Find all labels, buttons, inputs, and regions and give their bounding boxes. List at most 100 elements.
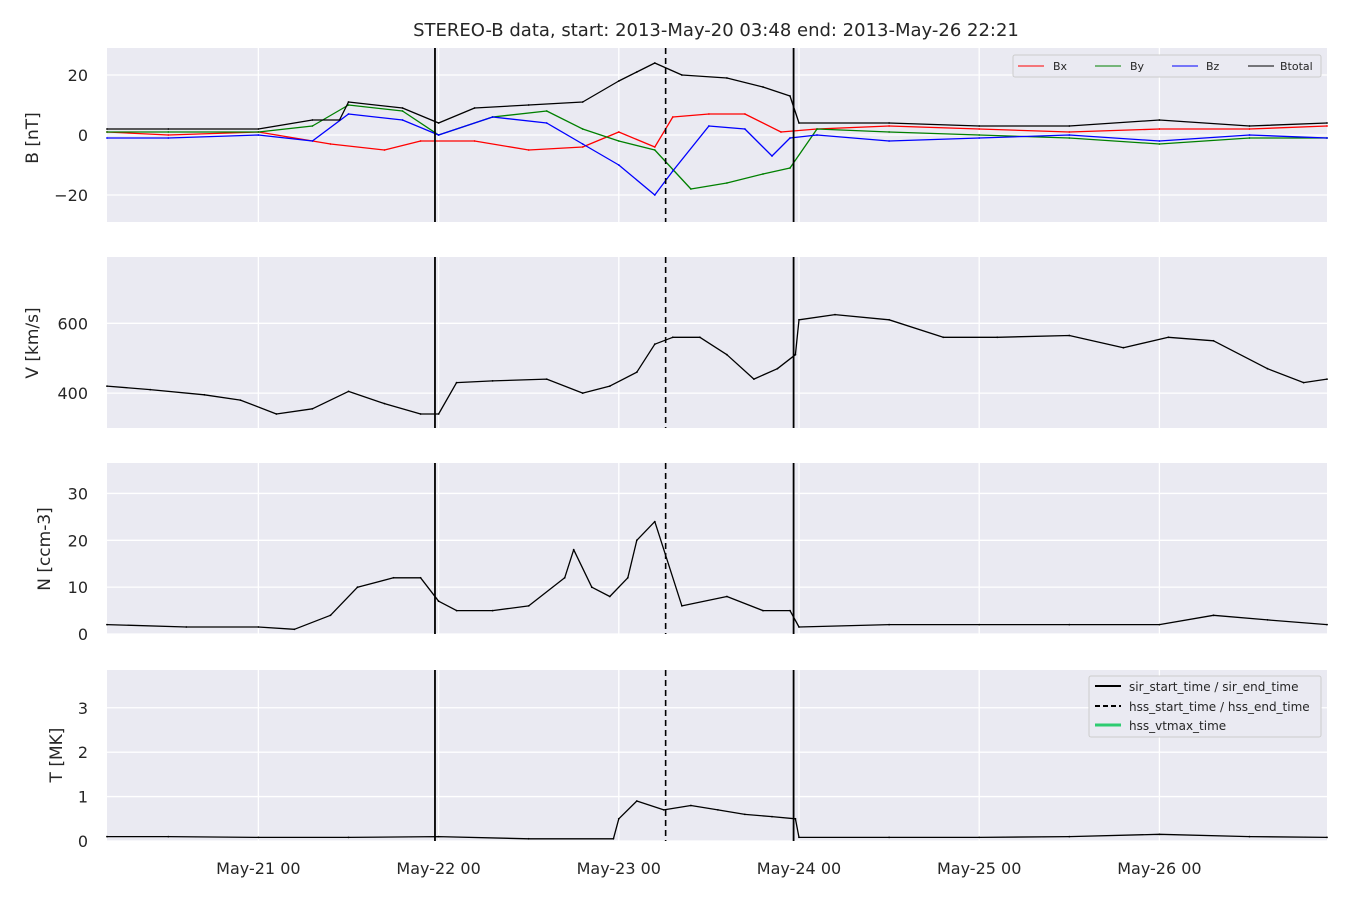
x-tick-label: May-21 00 <box>216 859 300 878</box>
legend-label-by: By <box>1130 60 1145 73</box>
series-layer <box>106 62 1328 840</box>
data-point-bx <box>671 116 674 118</box>
data-point-by <box>888 131 890 133</box>
y-tick-label: 2 <box>78 743 88 762</box>
data-point-bx <box>1068 131 1071 133</box>
data-point-btotal <box>1248 125 1251 127</box>
data-point-t <box>1326 836 1328 839</box>
data-point-bz <box>1248 134 1251 136</box>
legend-b-box <box>1012 54 1322 78</box>
data-point-btotal <box>527 104 530 106</box>
data-point-n <box>257 626 260 628</box>
data-point-btotal <box>726 77 728 79</box>
data-point-v <box>203 393 206 396</box>
data-point-v <box>383 402 386 405</box>
data-point-bx <box>888 125 890 127</box>
data-point-n <box>789 609 791 612</box>
y-tick-labels: −20 0 20 400 600 0 10 20 30 0 1 2 3 <box>54 66 88 851</box>
data-point-btotal <box>347 101 350 103</box>
y-tick-label: 1 <box>78 788 88 807</box>
data-point-bz <box>744 128 746 130</box>
data-point-bz <box>978 137 981 139</box>
y-axis-label-n: N [ccm-3] <box>35 507 55 591</box>
data-point-v <box>1167 336 1170 339</box>
data-point-n <box>356 586 359 589</box>
data-point-t <box>771 815 773 818</box>
data-point-v <box>794 353 797 356</box>
data-point-t <box>167 835 170 838</box>
data-point-t <box>888 836 890 839</box>
data-point-v <box>753 378 755 380</box>
data-point-btotal <box>888 122 890 124</box>
y-tick-label: 0 <box>78 126 88 145</box>
data-point-bx <box>419 140 422 142</box>
data-point-by <box>311 125 314 127</box>
data-point-t <box>717 809 719 811</box>
data-point-v <box>635 371 638 374</box>
y-tick-label: 20 <box>68 66 88 85</box>
data-point-v <box>1266 367 1269 370</box>
data-point-v <box>581 392 584 394</box>
data-point-v <box>888 318 890 321</box>
data-point-v <box>1326 378 1328 380</box>
panel-v-background <box>107 257 1327 428</box>
y-axis-label-v: V [km/s] <box>23 307 43 378</box>
data-point-by <box>816 128 818 130</box>
data-point-btotal <box>1326 122 1328 124</box>
data-point-v <box>699 336 701 339</box>
data-point-bx <box>167 134 170 136</box>
data-point-bz <box>347 113 350 115</box>
data-point-bx <box>1248 128 1251 130</box>
data-point-by <box>653 149 656 151</box>
legend-label-hss: hss_start_time / hss_end_time <box>1129 700 1310 714</box>
data-point-n <box>455 609 458 612</box>
data-point-by <box>401 110 404 112</box>
data-point-btotal <box>401 107 404 109</box>
data-point-by <box>167 131 170 133</box>
data-point-t <box>617 817 620 820</box>
data-point-bz <box>653 194 656 196</box>
y-tick-label: −20 <box>54 186 88 205</box>
data-point-bx <box>653 146 656 148</box>
y-tick-label: 30 <box>68 484 88 503</box>
data-point-bz <box>545 122 548 124</box>
legend-b: Bx By Bz Btotal <box>1012 54 1322 78</box>
data-point-n <box>563 576 566 579</box>
data-point-n <box>798 626 800 628</box>
data-point-t <box>635 800 638 802</box>
data-point-n <box>978 623 981 626</box>
chart-title: STEREO-B data, start: 2013-May-20 03:48 … <box>413 20 1019 41</box>
data-point-t <box>978 836 981 839</box>
data-point-btotal <box>437 122 440 124</box>
data-point-bz <box>771 155 773 157</box>
data-point-bx <box>473 140 476 142</box>
data-point-by <box>347 104 350 106</box>
data-point-btotal <box>167 128 170 130</box>
data-point-n <box>437 600 440 603</box>
data-point-btotal <box>106 128 108 130</box>
data-point-n <box>1266 619 1269 621</box>
data-point-v <box>996 336 999 339</box>
data-point-btotal <box>257 128 260 130</box>
data-point-n <box>762 609 764 612</box>
x-tick-label: May-24 00 <box>757 859 841 878</box>
data-point-v <box>608 385 611 387</box>
data-point-v <box>1302 381 1305 384</box>
data-point-v <box>1122 346 1125 349</box>
data-point-btotal <box>789 95 791 97</box>
data-point-bz <box>437 134 440 136</box>
data-point-btotal <box>681 74 683 76</box>
data-point-t <box>690 804 692 807</box>
data-point-n <box>608 595 611 598</box>
data-point-v <box>942 336 945 339</box>
data-point-t <box>1158 833 1161 836</box>
x-tick-label: May-25 00 <box>937 859 1021 878</box>
y-tick-label: 20 <box>68 531 88 550</box>
data-point-bz <box>257 134 260 136</box>
data-point-bz <box>401 119 404 121</box>
data-point-bz <box>1158 140 1161 142</box>
data-point-by <box>690 188 692 190</box>
data-point-v <box>419 413 422 415</box>
data-point-btotal <box>311 119 314 121</box>
data-point-v <box>834 313 836 316</box>
